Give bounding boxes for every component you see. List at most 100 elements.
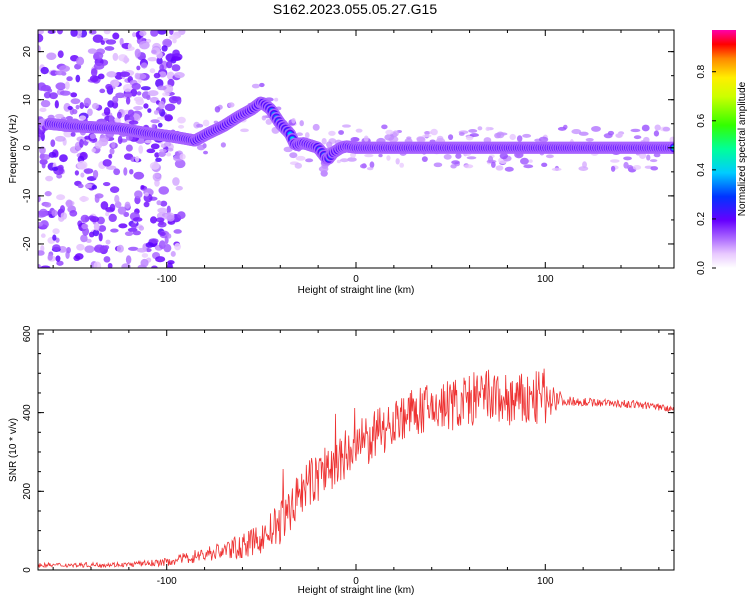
noise-blob [299, 120, 304, 127]
noise-blob [578, 166, 589, 172]
noise-blob [146, 95, 151, 101]
noise-blob [149, 68, 156, 74]
noise-blob [294, 162, 303, 169]
noise-blob [168, 95, 179, 104]
noise-blob [538, 136, 549, 143]
noise-blob [140, 184, 145, 190]
x-tick-label: 0 [353, 576, 359, 587]
noise-blob [65, 115, 73, 121]
noise-blob [509, 133, 516, 141]
noise-blob [70, 98, 81, 105]
noise-blob [105, 239, 111, 245]
noise-blob [103, 30, 111, 35]
noise-blob [146, 148, 156, 154]
noise-blob [203, 150, 208, 155]
noise-blob [104, 46, 115, 51]
bottom-x-ticks: -100 0 100 [52, 330, 660, 587]
noise-blob [140, 62, 148, 69]
colorbar-tick-label: 0.4 [696, 162, 707, 176]
noise-blob [56, 260, 64, 266]
noise-blob [163, 40, 172, 46]
noise-blob [528, 159, 533, 163]
noise-blob [155, 256, 166, 263]
noise-blob [167, 233, 172, 239]
noise-blob [124, 91, 133, 98]
noise-blob [79, 138, 84, 148]
noise-blob [177, 116, 186, 124]
noise-blob [156, 57, 163, 65]
noise-blob [328, 130, 336, 136]
noise-blob [60, 212, 68, 220]
noise-blob [76, 160, 88, 170]
noise-blob [395, 158, 400, 165]
noise-blob [458, 132, 465, 136]
noise-blob [111, 141, 116, 149]
y-tick-label: 400 [22, 404, 33, 421]
noise-blob [145, 248, 152, 253]
x-tick-label: -100 [157, 274, 177, 285]
noise-blob [610, 165, 616, 172]
noise-blob [157, 207, 168, 213]
noise-blob [38, 208, 48, 218]
noise-blob [134, 190, 143, 199]
noise-blob [662, 126, 671, 132]
noise-blob [152, 42, 162, 51]
noise-blob [585, 137, 594, 142]
noise-blob [117, 135, 123, 145]
noise-blob [52, 234, 57, 241]
noise-blob [103, 107, 111, 116]
noise-blob [522, 133, 532, 138]
noise-blob [520, 157, 529, 165]
noise-blob [451, 160, 460, 165]
noise-blob [39, 146, 46, 155]
noise-blob [251, 83, 260, 89]
noise-blob [178, 124, 185, 129]
noise-blob [117, 206, 127, 215]
noise-blob [384, 133, 395, 141]
colorbar-tick-label: 0.0 [696, 261, 707, 275]
noise-blob [623, 161, 629, 169]
top-x-ticks: -100 0 100 [52, 30, 660, 285]
noise-blob [166, 205, 171, 215]
noise-blob [82, 227, 90, 236]
noise-blob [47, 30, 56, 35]
noise-blob [44, 202, 52, 208]
noise-blob [106, 165, 117, 170]
noise-blob [49, 92, 58, 100]
noise-blob [125, 96, 131, 105]
noise-blob [138, 145, 144, 154]
noise-blob [174, 71, 185, 79]
noise-blob [240, 128, 249, 133]
noise-blob [47, 88, 53, 93]
noise-blob [179, 153, 186, 160]
y-tick-label: 0 [22, 145, 33, 151]
noise-blob [70, 92, 78, 98]
noise-blob [52, 166, 59, 171]
noise-blob [430, 128, 438, 136]
noise-blob [79, 196, 89, 202]
noise-blob [59, 205, 66, 213]
noise-blob [102, 159, 112, 167]
y-tick-label: 10 [22, 94, 33, 106]
noise-blob [151, 49, 157, 54]
noise-blob [164, 114, 173, 122]
noise-blob [50, 139, 56, 148]
noise-blob [79, 102, 85, 110]
noise-blob [105, 211, 110, 217]
noise-blob [80, 214, 90, 223]
noise-blob [91, 148, 96, 153]
noise-blob [88, 215, 95, 221]
y-tick-label: -20 [22, 236, 33, 251]
noise-blob [615, 133, 623, 139]
noise-blob [157, 122, 163, 128]
noise-blob [108, 114, 114, 124]
noise-blob [127, 109, 135, 117]
noise-blob [51, 209, 58, 217]
noise-blob [483, 137, 492, 144]
noise-blob [38, 195, 41, 203]
noise-blob [38, 250, 45, 256]
noise-blob [47, 253, 53, 261]
noise-blob [170, 251, 176, 257]
noise-blob [38, 222, 43, 227]
noise-blob [158, 186, 170, 195]
